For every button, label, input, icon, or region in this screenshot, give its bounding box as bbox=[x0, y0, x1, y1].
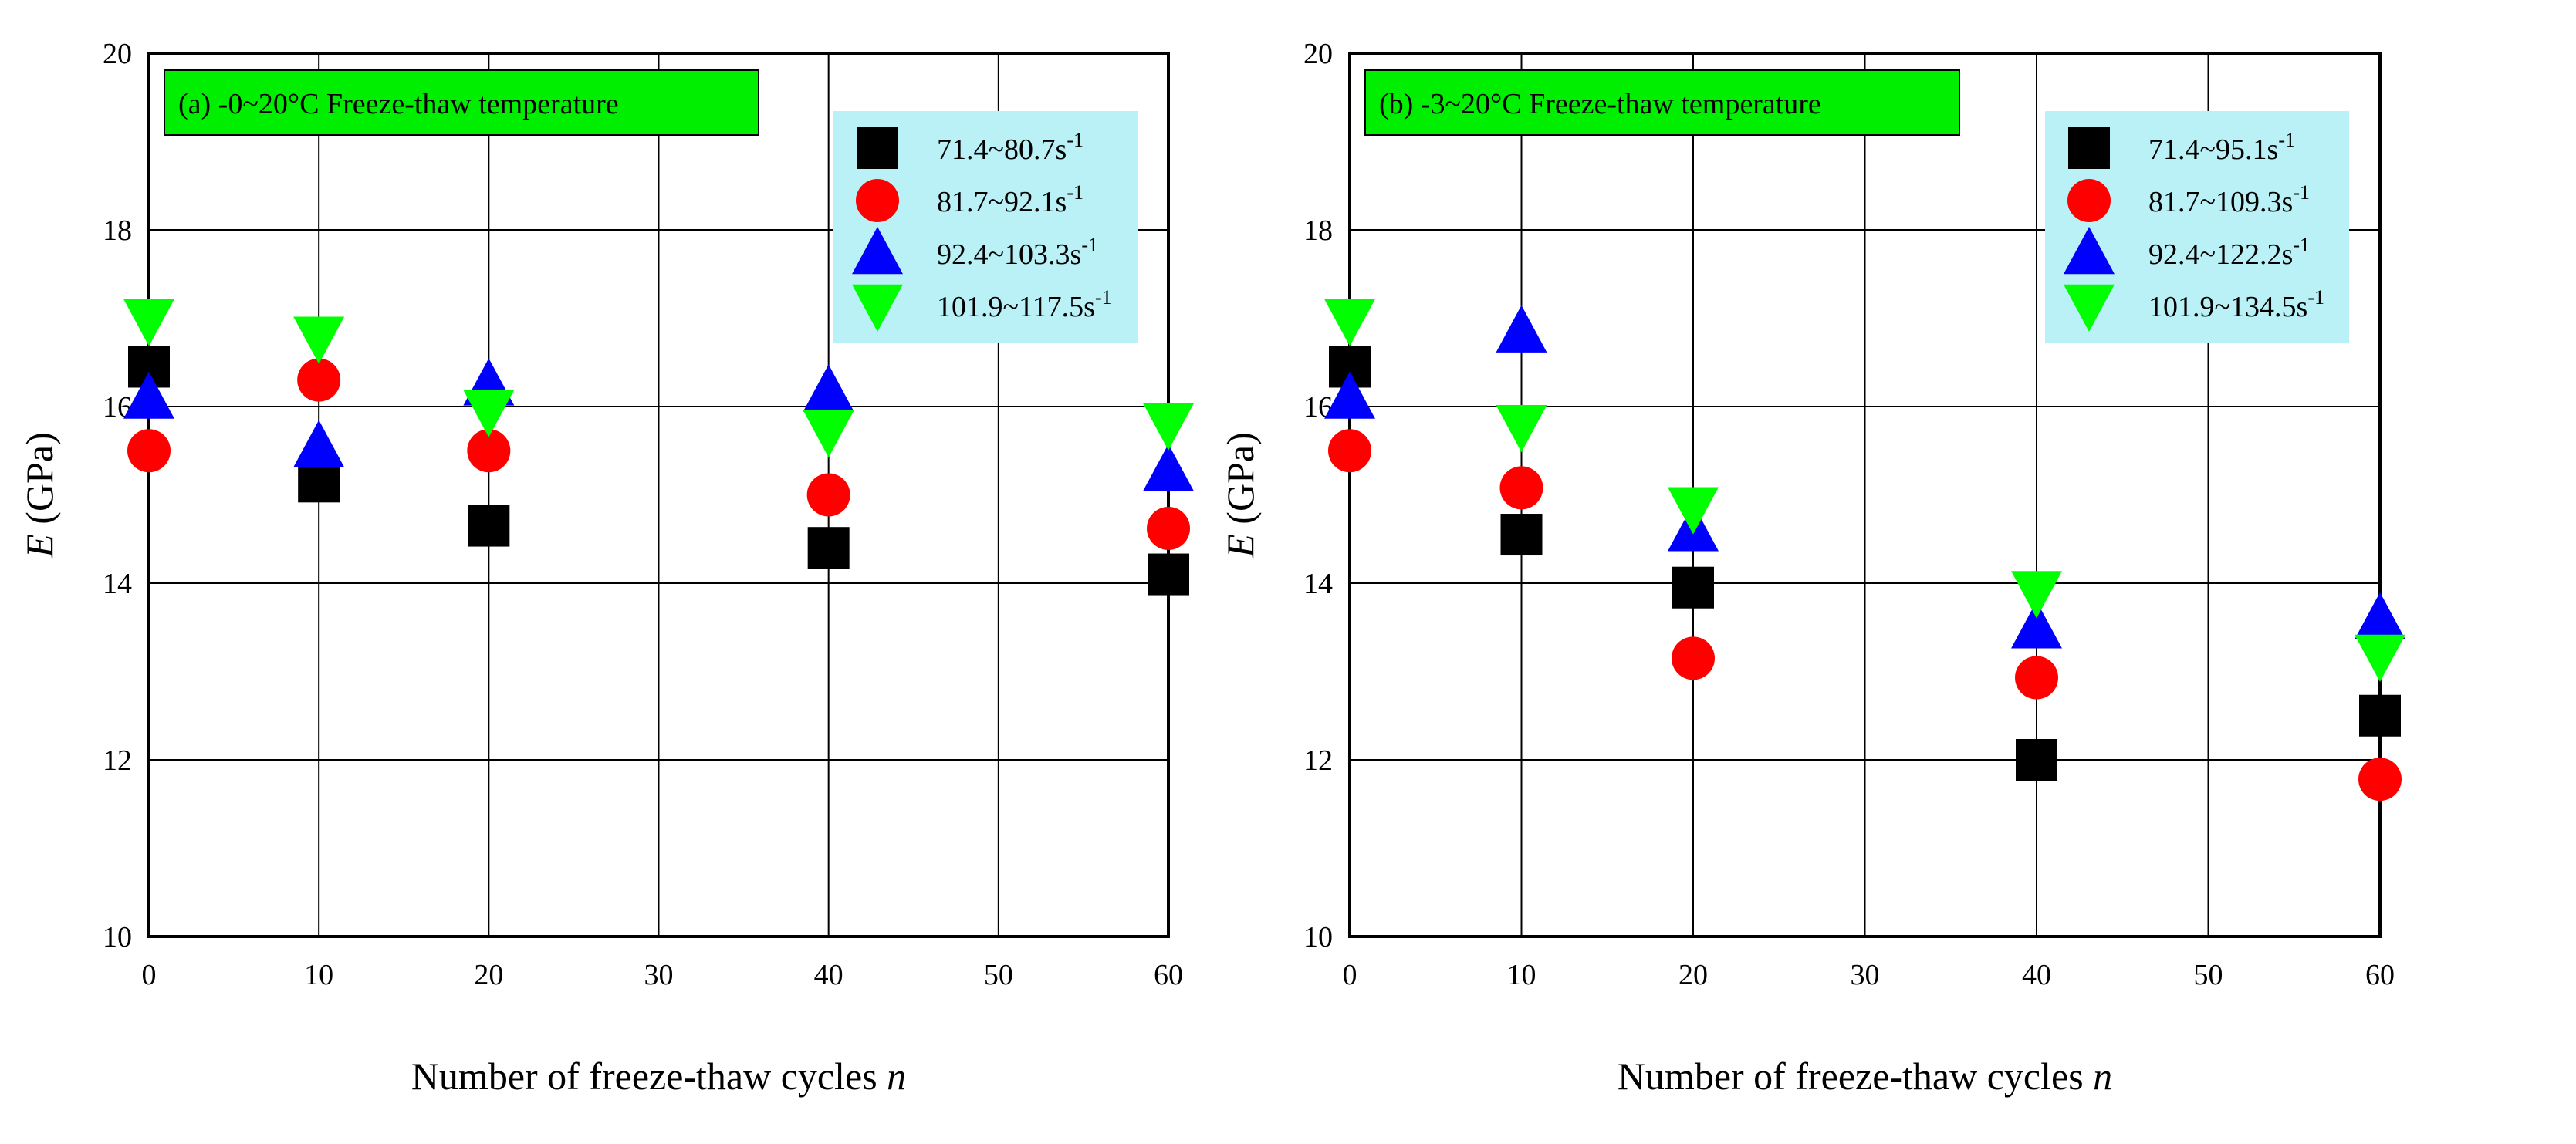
data-point bbox=[2011, 601, 2062, 649]
series-triangle-down bbox=[123, 299, 1194, 458]
legend-marker bbox=[852, 227, 903, 275]
data-point bbox=[463, 390, 515, 437]
data-point bbox=[2355, 634, 2405, 682]
data-point bbox=[1672, 636, 1715, 680]
panel-title: (b) -3~20°C Freeze-thaw temperature bbox=[1379, 88, 1821, 120]
legend-label: 71.4~80.7s-1 bbox=[937, 129, 1083, 166]
y-tick-label: 18 bbox=[1303, 214, 1333, 247]
y-tick-label: 12 bbox=[1303, 744, 1333, 777]
data-point bbox=[468, 505, 510, 547]
legend-label: 101.9~134.5s-1 bbox=[2148, 286, 2324, 323]
data-point bbox=[807, 527, 850, 569]
legend-marker bbox=[856, 179, 899, 222]
data-point bbox=[2011, 571, 2062, 619]
series-square bbox=[1329, 346, 2401, 781]
data-point bbox=[803, 410, 854, 458]
data-point bbox=[1324, 299, 1375, 346]
data-point bbox=[1499, 466, 1543, 510]
y-tick-label: 14 bbox=[1303, 568, 1333, 600]
data-point bbox=[1143, 403, 1194, 451]
data-point bbox=[298, 461, 340, 503]
legend-label: 71.4~95.1s-1 bbox=[2148, 129, 2295, 166]
x-tick-label: 60 bbox=[1154, 959, 1183, 991]
data-point bbox=[2015, 656, 2058, 700]
data-point bbox=[2355, 592, 2405, 639]
x-tick-label: 20 bbox=[1678, 959, 1708, 991]
legend-marker bbox=[857, 127, 898, 169]
x-tick-label: 60 bbox=[2365, 959, 2395, 991]
legend-label: 81.7~92.1s-1 bbox=[937, 181, 1083, 218]
data-point bbox=[123, 371, 174, 419]
y-tick-label: 18 bbox=[103, 214, 132, 247]
data-point bbox=[1668, 487, 1719, 535]
data-point bbox=[293, 420, 345, 467]
series-circle bbox=[1328, 429, 2402, 801]
x-tick-label: 50 bbox=[984, 959, 1013, 991]
x-tick-label: 30 bbox=[1851, 959, 1880, 991]
panel-title-box bbox=[164, 69, 759, 136]
x-tick-label: 10 bbox=[304, 959, 333, 991]
data-point bbox=[2358, 758, 2402, 801]
data-point bbox=[1148, 553, 1189, 596]
y-tick-label: 10 bbox=[103, 921, 132, 953]
x-axis-label: Number of freeze-thaw cycles n bbox=[1618, 1055, 2112, 1098]
y-axis-label: E (GPa) bbox=[1219, 432, 1262, 558]
data-point bbox=[1672, 566, 1714, 609]
legend-label: 81.7~109.3s-1 bbox=[2148, 181, 2310, 218]
plot-frame bbox=[1348, 52, 2382, 938]
data-point bbox=[806, 473, 850, 517]
y-axis-label: E (GPa) bbox=[18, 432, 61, 558]
y-tick-label: 20 bbox=[1303, 38, 1333, 70]
y-tick-label: 10 bbox=[1303, 921, 1333, 953]
data-point bbox=[467, 429, 511, 473]
legend-label: 101.9~117.5s-1 bbox=[937, 286, 1112, 323]
data-point bbox=[1496, 404, 1547, 453]
legend-marker bbox=[852, 284, 903, 332]
x-tick-label: 40 bbox=[2022, 959, 2051, 991]
data-point bbox=[1324, 371, 1375, 419]
data-point bbox=[2016, 739, 2057, 781]
x-tick-label: 20 bbox=[474, 959, 503, 991]
data-point bbox=[1143, 444, 1194, 491]
x-tick-label: 40 bbox=[814, 959, 843, 991]
series-triangle-down bbox=[1324, 299, 2405, 682]
legend-marker bbox=[2068, 127, 2110, 169]
data-point bbox=[1500, 514, 1543, 556]
data-point bbox=[293, 316, 345, 364]
data-point bbox=[1496, 305, 1547, 353]
legend-marker bbox=[2067, 179, 2111, 222]
legend-label: 92.4~122.2s-1 bbox=[2148, 234, 2310, 271]
y-tick-label: 14 bbox=[103, 568, 132, 600]
legend-marker bbox=[2064, 284, 2115, 332]
data-point bbox=[1328, 429, 1371, 473]
x-tick-label: 10 bbox=[1507, 959, 1536, 991]
x-axis-label: Number of freeze-thaw cycles n bbox=[411, 1055, 906, 1098]
data-point bbox=[297, 358, 341, 402]
x-tick-label: 0 bbox=[1343, 959, 1357, 991]
data-point bbox=[123, 299, 174, 346]
data-point bbox=[1147, 507, 1190, 551]
x-tick-label: 30 bbox=[644, 959, 674, 991]
legend-marker bbox=[2064, 227, 2115, 275]
y-tick-label: 20 bbox=[103, 38, 132, 70]
panel-title-box bbox=[1364, 69, 1960, 136]
legend-label: 92.4~103.3s-1 bbox=[937, 234, 1098, 271]
data-point bbox=[803, 364, 854, 412]
x-tick-label: 0 bbox=[142, 959, 157, 991]
panel-title: (a) -0~20°C Freeze-thaw temperature bbox=[178, 88, 619, 120]
y-tick-label: 12 bbox=[103, 744, 132, 777]
x-tick-label: 50 bbox=[2194, 959, 2223, 991]
plot-frame bbox=[147, 52, 1170, 938]
series-circle bbox=[127, 358, 1190, 551]
data-point bbox=[2359, 694, 2401, 737]
data-point bbox=[127, 429, 171, 473]
